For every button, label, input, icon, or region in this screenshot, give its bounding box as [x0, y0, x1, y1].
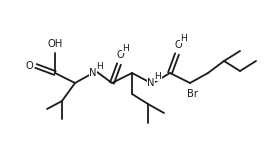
Text: N: N: [147, 78, 155, 88]
Text: OH: OH: [47, 39, 63, 49]
Text: O: O: [25, 61, 33, 71]
Text: H: H: [181, 33, 187, 43]
Text: Br: Br: [187, 89, 197, 99]
Text: H: H: [97, 62, 103, 71]
Text: H: H: [154, 71, 162, 80]
Text: O: O: [174, 40, 182, 50]
Text: N: N: [89, 68, 97, 78]
Text: O: O: [116, 50, 124, 60]
Text: H: H: [123, 43, 129, 52]
